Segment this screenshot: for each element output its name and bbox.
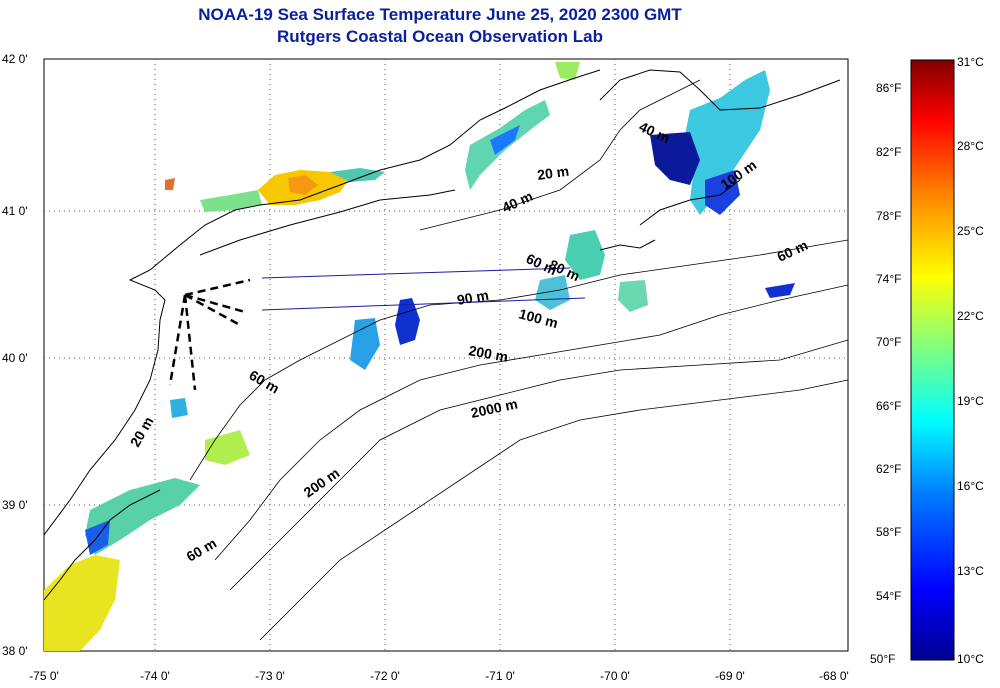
map-title: NOAA-19 Sea Surface Temperature June 25,… xyxy=(0,4,880,48)
colorbar-c-label: 28°C xyxy=(957,139,984,153)
colorbar-c-label: 13°C xyxy=(957,564,984,578)
glider-transects xyxy=(261,267,586,311)
sst-patch-delaware-bay xyxy=(85,478,200,555)
sst-patch-shelf-b xyxy=(618,280,648,312)
lon-label: -69 0' xyxy=(715,669,745,683)
sst-patch-cape-cod xyxy=(685,70,770,215)
lon-label: -74 0' xyxy=(140,669,170,683)
sst-patch-nantucket xyxy=(565,230,605,280)
colorbar-f-label: 82°F xyxy=(876,145,901,159)
isobath-lines xyxy=(189,79,848,641)
sst-patch-warm-core xyxy=(288,175,318,195)
colorbar-c-label: 31°C xyxy=(957,55,984,69)
lat-label: 42 0' xyxy=(2,52,28,66)
colorbar-f-label: 50°F xyxy=(870,652,895,666)
colorbar-c-label: 10°C xyxy=(957,652,984,666)
lat-label: 40 0' xyxy=(2,351,28,365)
lon-label: -68 0' xyxy=(819,669,849,683)
sst-patch-shelf-a xyxy=(535,275,570,310)
sst-patch-nyc xyxy=(200,190,262,212)
title-line-1: NOAA-19 Sea Surface Temperature June 25,… xyxy=(198,5,682,24)
lon-label: -73 0' xyxy=(255,669,285,683)
colorbar-c-label: 22°C xyxy=(957,309,984,323)
colorbar-f-label: 78°F xyxy=(876,209,901,223)
colorbar-c-labels: 31°C 28°C 25°C 22°C 19°C 16°C 13°C 10°C xyxy=(957,55,984,666)
sst-patches xyxy=(44,62,795,651)
longitude-labels: -75 0' -74 0' -73 0' -72 0' -71 0' -70 0… xyxy=(29,669,849,683)
colorbar-f-label: 66°F xyxy=(876,399,901,413)
lat-label: 39 0' xyxy=(2,498,28,512)
lon-label: -71 0' xyxy=(485,669,515,683)
lon-label: -70 0' xyxy=(600,669,630,683)
sst-patch-nj-b xyxy=(170,398,188,418)
latitude-labels: 42 0' 41 0' 40 0' 39 0' 38 0' xyxy=(2,52,28,658)
colorbar-gradient xyxy=(910,59,955,661)
lat-label: 41 0' xyxy=(2,204,28,218)
colorbar-f-label: 74°F xyxy=(876,272,901,286)
lon-label: -72 0' xyxy=(370,669,400,683)
colorbar-f-label: 86°F xyxy=(876,81,901,95)
sst-patch-maryland xyxy=(44,555,120,651)
shipping-lanes xyxy=(168,278,251,391)
sst-patch-north xyxy=(555,62,580,80)
title-line-2: Rutgers Coastal Ocean Observation Lab xyxy=(277,27,603,46)
sst-patch-ct-shore xyxy=(330,168,385,182)
lon-label: -75 0' xyxy=(29,669,59,683)
depth-label: 200 m xyxy=(467,342,509,365)
sst-patch-cold-shelf xyxy=(705,170,740,215)
colorbar-f-label: 54°F xyxy=(876,589,901,603)
colorbar-f-labels: 86°F 82°F 78°F 74°F 70°F 66°F 62°F 58°F … xyxy=(870,81,901,666)
colorbar-f-label: 62°F xyxy=(876,462,901,476)
colorbar-c-label: 19°C xyxy=(957,394,984,408)
colorbar: 86°F 82°F 78°F 74°F 70°F 66°F 62°F 58°F … xyxy=(870,55,984,666)
lat-label: 38 0' xyxy=(2,644,28,658)
sst-patch-georges xyxy=(765,283,795,298)
depth-label: 20 m xyxy=(536,163,570,183)
colorbar-f-label: 70°F xyxy=(876,335,901,349)
sst-patch-cold-cape xyxy=(650,132,700,185)
coastline xyxy=(44,69,841,601)
colorbar-c-label: 25°C xyxy=(957,224,984,238)
colorbar-f-label: 58°F xyxy=(876,525,901,539)
colorbar-c-label: 16°C xyxy=(957,479,984,493)
sst-patch-buzzards-cool xyxy=(490,125,520,155)
sst-patch-inland xyxy=(165,178,175,190)
depth-label: 90 m xyxy=(456,287,490,308)
